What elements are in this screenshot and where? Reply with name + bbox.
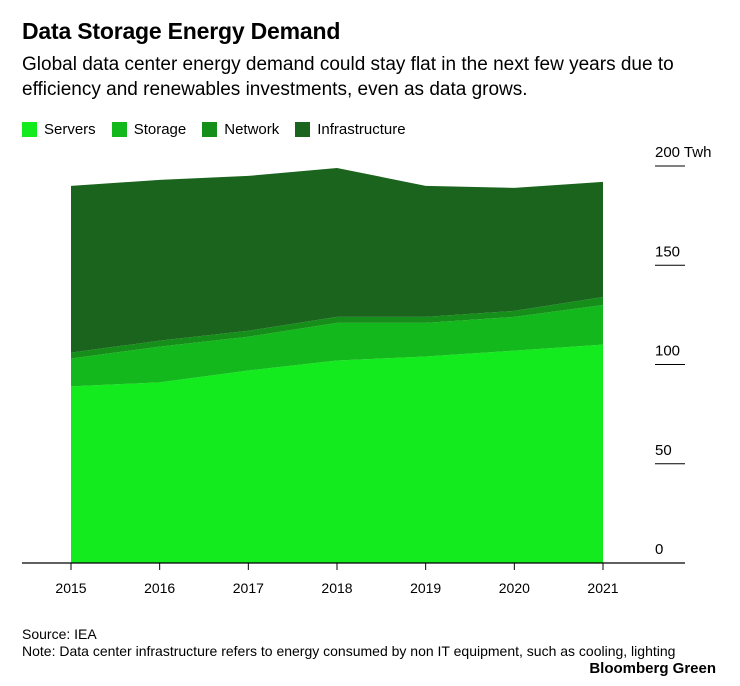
- brand-logo: Bloomberg Green: [589, 660, 716, 677]
- x-tick-label-2020: 2020: [499, 580, 530, 596]
- legend-swatch-servers: [22, 122, 37, 137]
- area-servers: [71, 344, 603, 563]
- x-tick-label-2017: 2017: [233, 580, 264, 596]
- y-tick-label-100: 100: [655, 343, 680, 360]
- legend-label-servers: Servers: [44, 121, 96, 138]
- y-tick-label-200: 200 Twh: [655, 144, 711, 161]
- x-tick-label-2019: 2019: [410, 580, 441, 596]
- x-tick-label-2015: 2015: [55, 580, 86, 596]
- legend-label-network: Network: [224, 121, 280, 138]
- legend-item-infrastructure: Infrastructure: [295, 121, 406, 138]
- legend-swatch-storage: [111, 122, 127, 137]
- chart-subtitle: Global data center energy demand could s…: [22, 54, 674, 100]
- x-tick-label-2021: 2021: [587, 580, 618, 596]
- note-text: Note: Data center infrastructure refers …: [22, 643, 676, 659]
- x-tick-label-2016: 2016: [144, 580, 175, 596]
- legend-item-storage: Storage: [111, 121, 187, 138]
- legend-item-servers: Servers: [22, 121, 96, 138]
- x-tick-label-2018: 2018: [321, 580, 352, 596]
- y-tick-label-0: 0: [655, 541, 663, 558]
- legend-label-infrastructure: Infrastructure: [317, 121, 406, 138]
- area-storage: [71, 304, 603, 387]
- legend-swatch-infrastructure: [295, 122, 311, 137]
- legend: Servers Storage Network Infrastructure: [22, 121, 422, 138]
- chart-title: Data Storage Energy Demand: [22, 18, 341, 44]
- y-tick-label-150: 150: [655, 243, 680, 260]
- y-tick-label-50: 50: [655, 442, 672, 459]
- legend-swatch-network: [202, 122, 218, 137]
- area-infrastructure: [71, 167, 603, 353]
- legend-item-network: Network: [202, 121, 279, 138]
- source-text: Source: IEA: [22, 626, 97, 642]
- legend-label-storage: Storage: [133, 121, 187, 138]
